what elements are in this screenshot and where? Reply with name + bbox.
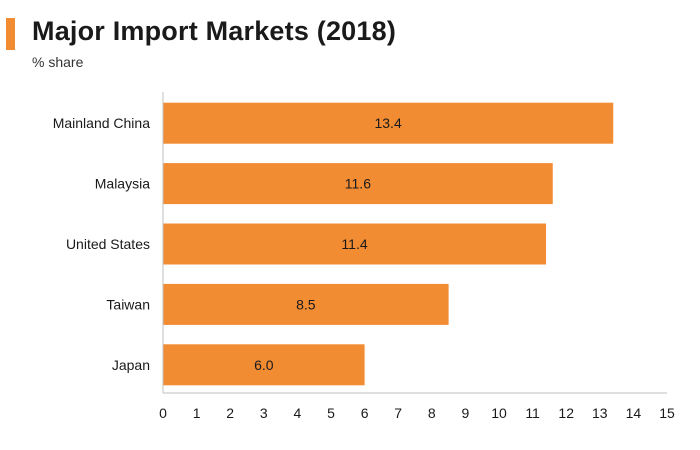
category-label: Taiwan xyxy=(106,296,150,312)
x-tick-label: 14 xyxy=(626,405,642,421)
bar-value-label: 6.0 xyxy=(254,357,274,373)
bar xyxy=(163,283,449,325)
x-tick-label: 2 xyxy=(226,405,234,421)
bar xyxy=(163,223,547,265)
x-tick-label: 11 xyxy=(525,405,540,421)
bar xyxy=(163,344,365,386)
x-tick-label: 8 xyxy=(428,405,436,421)
bar-value-label: 13.4 xyxy=(374,115,401,131)
x-tick-label: 6 xyxy=(361,405,369,421)
category-label: Japan xyxy=(112,357,150,373)
category-label: Mainland China xyxy=(53,115,150,131)
x-tick-label: 0 xyxy=(159,405,167,421)
x-tick-label: 10 xyxy=(491,405,507,421)
bar xyxy=(163,163,553,205)
category-labels-group: Mainland China Malaysia United States Taiwa… xyxy=(53,115,151,373)
bar-value-label: 11.6 xyxy=(345,176,371,192)
x-tick-label: 15 xyxy=(659,405,675,421)
x-tick-label: 12 xyxy=(558,405,574,421)
category-label: Malaysia xyxy=(95,176,150,192)
bar-value-label: 8.5 xyxy=(296,296,316,312)
bar xyxy=(163,102,614,144)
x-tick-label: 7 xyxy=(394,405,402,421)
x-tick-label: 4 xyxy=(294,405,302,421)
x-tick-label: 3 xyxy=(260,405,268,421)
title-accent-bar xyxy=(6,18,15,50)
x-axis-ticks-group: 0 1 2 3 4 5 6 7 8 9 10 11 12 13 14 15 xyxy=(159,405,675,421)
bar-value-label: 11.4 xyxy=(341,236,367,252)
x-tick-label: 1 xyxy=(193,405,201,421)
x-tick-label: 13 xyxy=(592,405,608,421)
x-tick-label: 5 xyxy=(327,405,335,421)
category-label: United States xyxy=(66,236,150,252)
x-tick-label: 9 xyxy=(462,405,470,421)
chart-title: Major Import Markets (2018) xyxy=(32,16,397,46)
chart-subtitle: % share xyxy=(32,54,84,70)
bars-group: 13.4 11.6 11.4 8.5 6.0 xyxy=(163,102,614,386)
